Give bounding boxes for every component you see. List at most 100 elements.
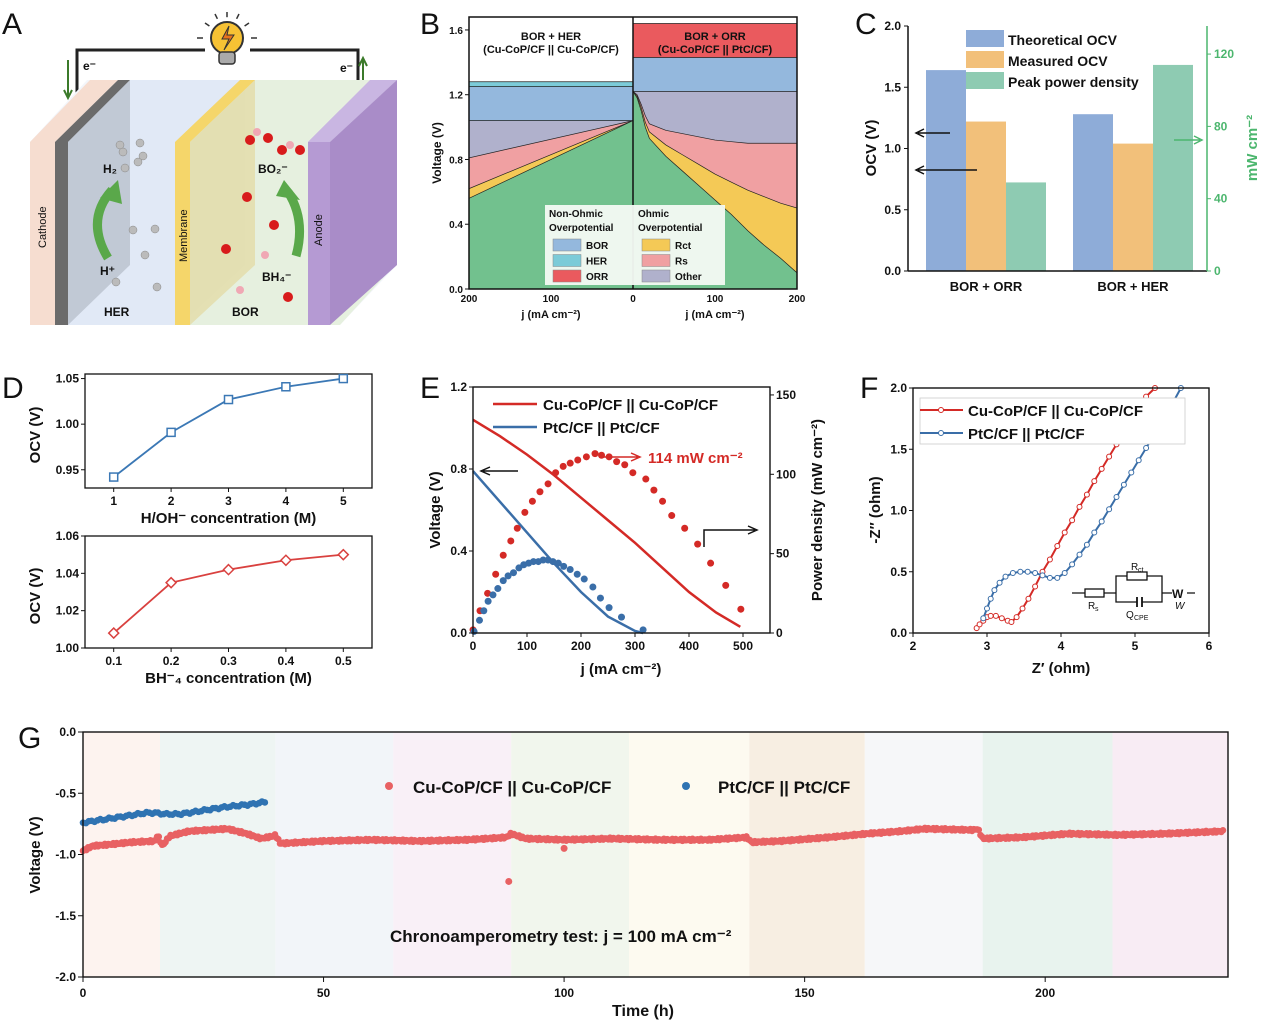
oxygen-atom	[269, 220, 279, 230]
boron-atom	[261, 251, 269, 259]
x-axis-label-left: j (mA cm⁻²)	[520, 309, 581, 321]
data-marker-diamond	[222, 563, 235, 576]
y-axis-label: OCV (V)	[863, 120, 880, 177]
data-marker-diamond	[337, 548, 350, 561]
panel-letter-d: D	[2, 372, 24, 405]
y2-tick-label: 0	[1214, 264, 1221, 278]
legend-label: Other	[675, 272, 702, 283]
y-tick-label: 0.0	[884, 264, 901, 278]
legend-marker	[938, 407, 944, 413]
y-tick-label: 0.0	[449, 285, 463, 296]
power-density-point	[489, 591, 497, 599]
panel-letter-g: G	[18, 722, 41, 755]
stability-outlier-point	[505, 877, 513, 885]
power-density-point	[596, 594, 604, 602]
legend-marker	[682, 782, 690, 790]
x-tick-label: BOR + HER	[1097, 279, 1169, 294]
data-marker-square	[338, 373, 349, 384]
y-tick-label: 1.04	[56, 566, 80, 580]
power-density-point	[536, 488, 544, 496]
circuit-wire	[1072, 575, 1195, 603]
legend-label: PtC/CF || PtC/CF	[543, 420, 660, 437]
power-density-point	[504, 572, 512, 580]
power-density-point	[539, 556, 547, 564]
y2-tick-label: 120	[1214, 47, 1234, 61]
resistor-rct-icon	[1126, 571, 1148, 581]
legend-marker	[385, 782, 393, 790]
arrow-left-icon	[914, 128, 950, 138]
rs-label: R	[1088, 601, 1095, 612]
legend-label: Theoretical OCV	[1008, 32, 1118, 48]
impedance-point	[1061, 569, 1068, 576]
w-label: W	[1175, 601, 1186, 612]
y-tick-label: 2.0	[890, 381, 907, 395]
power-density-point	[513, 524, 521, 532]
y-tick-label: 1.05	[56, 372, 80, 386]
data-marker-square	[166, 427, 176, 438]
plot-frame	[472, 386, 771, 634]
x-axis-label: Z′ (ohm)	[1032, 660, 1091, 677]
stability-point	[155, 833, 163, 841]
panel-g-stability-chart: 0 50 100 150 200 0.0 -0.5 -1.0 -1.5 -2.0 Time (h) V…	[27, 725, 1229, 1020]
hydrogen-atom	[138, 151, 148, 161]
y-axis-label: Voltage (V)	[427, 471, 444, 548]
electrode-label-cathode: Cathode	[37, 206, 49, 248]
electron-label-right: e⁻	[340, 61, 353, 75]
time-band	[393, 732, 512, 977]
power-density-point	[591, 450, 599, 458]
y-tick-label: 0.0	[59, 725, 76, 739]
power-density-point	[554, 559, 562, 567]
legend-swatch-orr	[552, 269, 582, 283]
power-density-point	[549, 558, 557, 566]
legend-title: Ohmic	[638, 209, 670, 220]
power-density-point	[529, 558, 537, 566]
y-tick-label: 0.5	[884, 203, 901, 217]
light-ray	[214, 13, 219, 20]
region-label-bor: BOR	[232, 305, 259, 319]
arrowhead	[100, 180, 122, 204]
impedance-point	[976, 621, 983, 628]
anode-side	[330, 80, 397, 325]
data-marker-square	[281, 382, 291, 392]
impedance-point	[1019, 605, 1026, 612]
power-density-point	[475, 616, 483, 624]
power-density-point	[544, 480, 552, 488]
rct-label: R	[1131, 562, 1138, 573]
impedance-point	[1054, 543, 1061, 550]
impedance-point	[1054, 574, 1061, 581]
impedance-point	[1106, 453, 1113, 460]
legend-label: Rs	[675, 257, 688, 268]
peak-arrow-icon	[600, 452, 642, 462]
legend-label: PtC/CF || PtC/CF	[968, 426, 1085, 443]
legend-label: Peak power density	[1008, 74, 1139, 90]
y2-axis-label: Power density (mW cm⁻²)	[809, 419, 826, 601]
x-tick-label: 100	[517, 639, 537, 653]
x-tick-label: 200	[571, 639, 591, 653]
x-tick-label-left: 100	[543, 294, 560, 305]
power-density-point	[566, 459, 574, 467]
power-density-point	[621, 461, 629, 469]
impedance-point	[1083, 541, 1090, 548]
x-tick-label: 2	[168, 494, 175, 508]
power-density-point	[507, 537, 515, 545]
legend-label: Measured OCV	[1008, 53, 1108, 69]
power-density-point	[566, 566, 574, 574]
electrode-label-membrane: Membrane	[178, 209, 190, 262]
y-tick-label: 0.0	[890, 626, 907, 640]
x-tick-label: 0.1	[105, 654, 122, 668]
impedance-point	[1008, 618, 1015, 625]
y-tick-label: 1.0	[884, 142, 901, 156]
x-tick-label-right: 200	[789, 294, 806, 305]
panel-c-ocv-bar-chart: BOR + ORR BOR + HER 0.0 0.5 1.0 1.5 2.0 0 40 80 12…	[863, 19, 1261, 294]
x-tick-label: 0.3	[220, 654, 237, 668]
y-tick-label: 1.2	[450, 380, 467, 394]
y2-tick-label: 40	[1214, 192, 1228, 206]
power-density-point	[681, 524, 689, 532]
impedance-point	[1098, 518, 1105, 525]
y-tick-label: 1.0	[890, 504, 907, 518]
legend-title: Overpotential	[638, 223, 703, 234]
oxygen-atom	[283, 292, 293, 302]
cathode-top	[30, 80, 118, 142]
impedance-point	[992, 612, 999, 619]
x-tick-label: 4	[283, 494, 290, 508]
